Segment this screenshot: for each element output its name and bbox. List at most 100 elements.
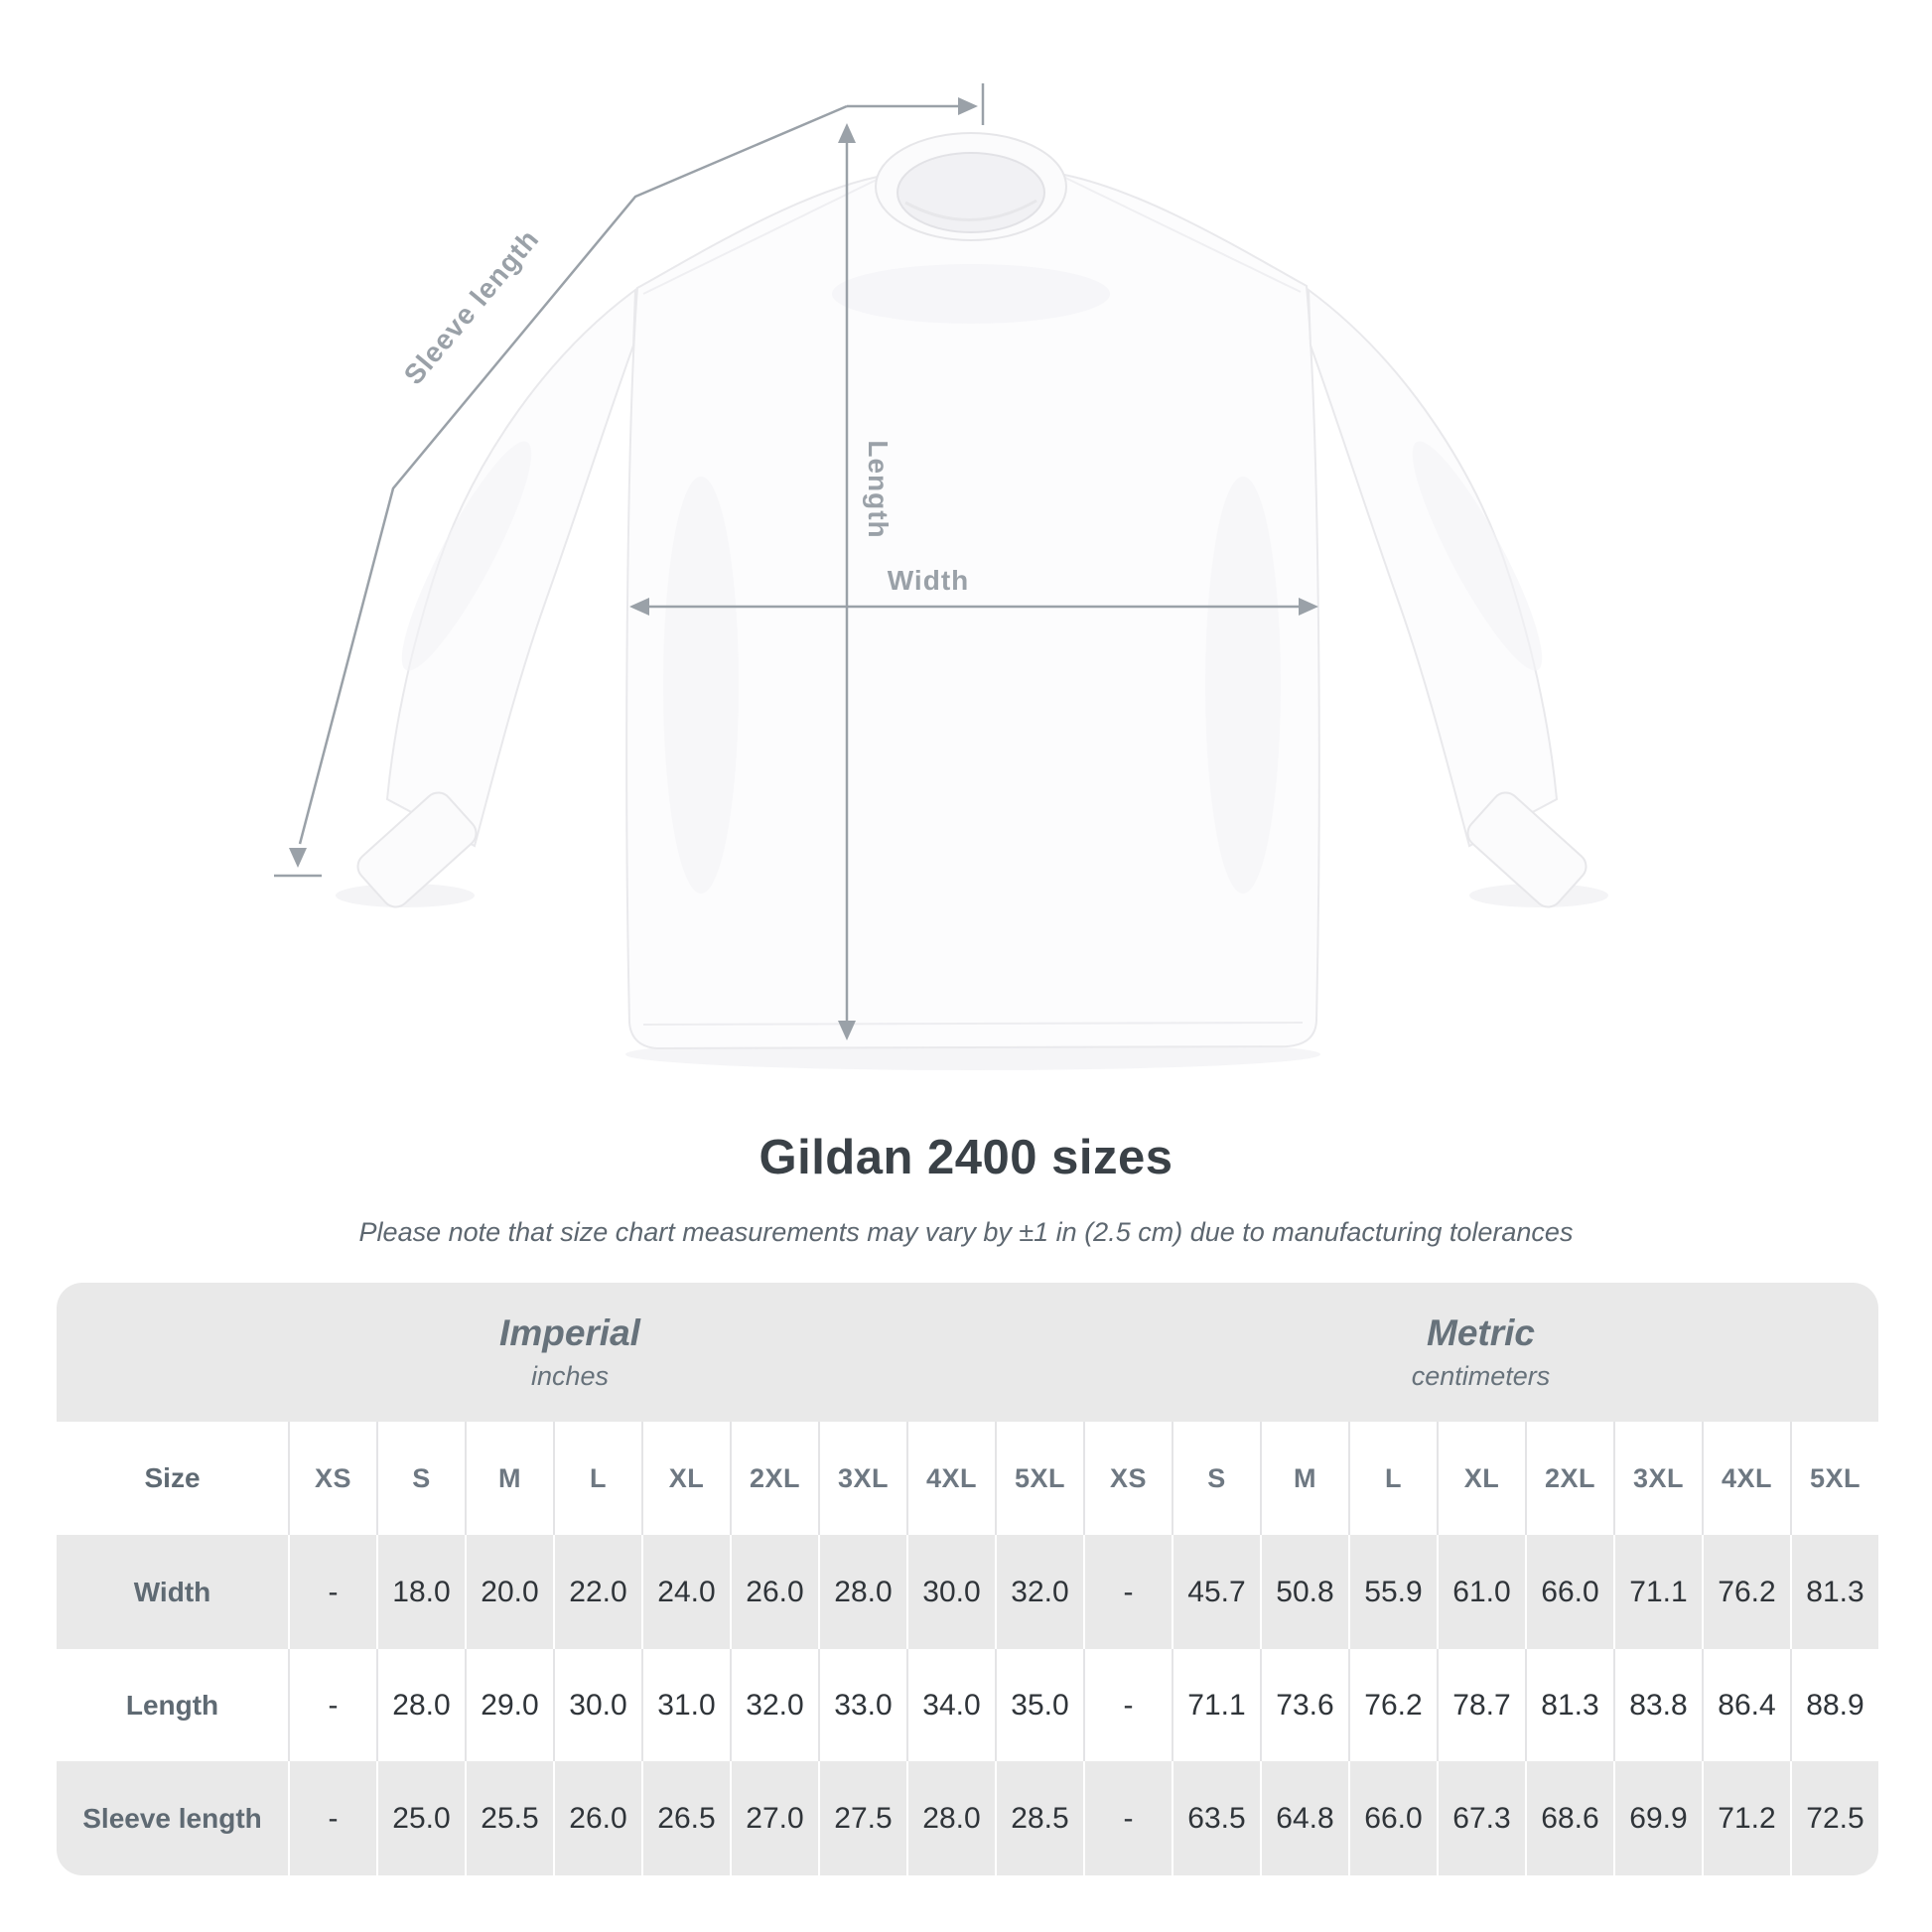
metric-value: 71.1 <box>1172 1649 1260 1761</box>
metric-value: 71.1 <box>1613 1535 1702 1649</box>
imperial-value: 33.0 <box>818 1649 906 1761</box>
size-col-header-imperial: 3XL <box>818 1422 906 1535</box>
imperial-value: - <box>288 1649 376 1761</box>
imperial-unit-header: Imperial inches <box>57 1283 1083 1422</box>
size-col-header-imperial: 4XL <box>906 1422 995 1535</box>
width-arrowhead-right-icon <box>1299 598 1318 616</box>
unit-header-band: Imperial inches Metric centimeters <box>57 1283 1878 1422</box>
metric-value: - <box>1083 1535 1172 1649</box>
width-row: Width -18.0 20.0 22.0 24.0 26.0 28.0 30.0 32.0-4… <box>57 1535 1878 1649</box>
length-row: Length -28.0 29.0 30.0 31.0 32.0 33.0 34.0 35.0-… <box>57 1649 1878 1761</box>
right-sleeve <box>1307 287 1559 848</box>
imperial-value: 32.0 <box>995 1535 1083 1649</box>
size-col-header-metric: L <box>1348 1422 1437 1535</box>
metric-value: 73.6 <box>1260 1649 1348 1761</box>
length-arrowhead-up-icon <box>838 123 856 143</box>
imperial-value: - <box>288 1761 376 1875</box>
imperial-value: - <box>288 1535 376 1649</box>
size-col-header-metric: XL <box>1437 1422 1525 1535</box>
imperial-value: 31.0 <box>641 1649 730 1761</box>
metric-value: 71.2 <box>1702 1761 1790 1875</box>
metric-value: 63.5 <box>1172 1761 1260 1875</box>
metric-value: - <box>1083 1649 1172 1761</box>
metric-value: 76.2 <box>1702 1535 1790 1649</box>
imperial-unit: inches <box>530 1361 610 1391</box>
imperial-value: 27.5 <box>818 1761 906 1875</box>
sleeve-measure-line <box>298 104 848 845</box>
fabric-fold <box>1412 441 1543 671</box>
size-col-header-imperial: XL <box>641 1422 730 1535</box>
fabric-fold <box>663 477 739 894</box>
width-arrowhead-left-icon <box>629 598 649 616</box>
imperial-value: 28.0 <box>818 1535 906 1649</box>
metric-value: 45.7 <box>1172 1535 1260 1649</box>
length-label: Length <box>863 440 894 538</box>
hem-stitch <box>642 1022 1304 1026</box>
imperial-label: Imperial <box>499 1312 640 1353</box>
metric-value: 66.0 <box>1348 1761 1437 1875</box>
row-label: Length <box>125 1689 219 1721</box>
shoulder-seams <box>642 176 1302 295</box>
imperial-value: 26.5 <box>641 1761 730 1875</box>
metric-value: 64.8 <box>1260 1761 1348 1875</box>
fabric-fold <box>832 264 1110 324</box>
shirt-measurement-diagram: Sleeve length Length Width <box>274 83 1608 1070</box>
fabric-fold <box>401 441 532 671</box>
size-header-row: Size XS S M L XL 2XL 3XL 4XL 5XL XS S M L XL 2XL 3XL 4XL 5… <box>57 1422 1878 1535</box>
metric-value: 68.6 <box>1525 1761 1613 1875</box>
size-col-header-metric: S <box>1172 1422 1260 1535</box>
fabric-fold <box>1205 477 1281 894</box>
imperial-value: 24.0 <box>641 1535 730 1649</box>
metric-value: 76.2 <box>1348 1649 1437 1761</box>
imperial-value: 35.0 <box>995 1649 1083 1761</box>
collar-shadow <box>904 199 1037 221</box>
metric-unit-header: Metric centimeters <box>1083 1283 1878 1422</box>
metric-value: 81.3 <box>1790 1535 1878 1649</box>
width-label: Width <box>888 565 970 596</box>
imperial-value: 28.0 <box>906 1761 995 1875</box>
metric-value: 78.7 <box>1437 1649 1525 1761</box>
imperial-value: 27.0 <box>730 1761 818 1875</box>
imperial-value: 32.0 <box>730 1649 818 1761</box>
metric-value: 83.8 <box>1613 1649 1702 1761</box>
sleeve-arrowhead-right-icon <box>958 97 978 115</box>
imperial-value: 20.0 <box>465 1535 553 1649</box>
imperial-value: 28.0 <box>376 1649 465 1761</box>
imperial-value: 30.0 <box>906 1535 995 1649</box>
size-col-header-metric: 3XL <box>1613 1422 1702 1535</box>
metric-value: 86.4 <box>1702 1649 1790 1761</box>
length-arrowhead-down-icon <box>838 1021 856 1040</box>
imperial-value: 22.0 <box>553 1535 641 1649</box>
metric-value: 50.8 <box>1260 1535 1348 1649</box>
sleeve-arrowhead-down-icon <box>289 848 307 868</box>
sleeve-length-row: Sleeve length -25.0 25.5 26.0 26.5 27.0 27.5 28… <box>57 1761 1878 1875</box>
size-col-header-imperial: 5XL <box>995 1422 1083 1535</box>
metric-value: 61.0 <box>1437 1535 1525 1649</box>
size-column-header: Size <box>144 1462 201 1493</box>
size-col-header-imperial: 2XL <box>730 1422 818 1535</box>
right-cuff <box>1466 791 1587 908</box>
imperial-value: 26.0 <box>730 1535 818 1649</box>
metric-unit: centimeters <box>1411 1361 1551 1391</box>
metric-value: 66.0 <box>1525 1535 1613 1649</box>
size-col-header-metric: 4XL <box>1702 1422 1790 1535</box>
size-col-header-imperial: S <box>376 1422 465 1535</box>
size-col-header-imperial: XS <box>288 1422 376 1535</box>
size-col-header-imperial: M <box>465 1422 553 1535</box>
size-col-header-metric: XS <box>1083 1422 1172 1535</box>
left-cuff <box>356 791 478 908</box>
size-table: Imperial inches Metric centimeters Size X… <box>57 1283 1878 1875</box>
metric-value: 72.5 <box>1790 1761 1878 1875</box>
imperial-value: 29.0 <box>465 1649 553 1761</box>
size-col-header-imperial: L <box>553 1422 641 1535</box>
metric-value: 55.9 <box>1348 1535 1437 1649</box>
metric-value: 69.9 <box>1613 1761 1702 1875</box>
size-col-header-metric: M <box>1260 1422 1348 1535</box>
imperial-value: 30.0 <box>553 1649 641 1761</box>
row-label: Sleeve length <box>82 1802 262 1834</box>
tolerance-note: Please note that size chart measurements… <box>358 1217 1574 1247</box>
imperial-value: 18.0 <box>376 1535 465 1649</box>
row-label: Width <box>133 1576 211 1607</box>
size-col-header-metric: 5XL <box>1790 1422 1878 1535</box>
